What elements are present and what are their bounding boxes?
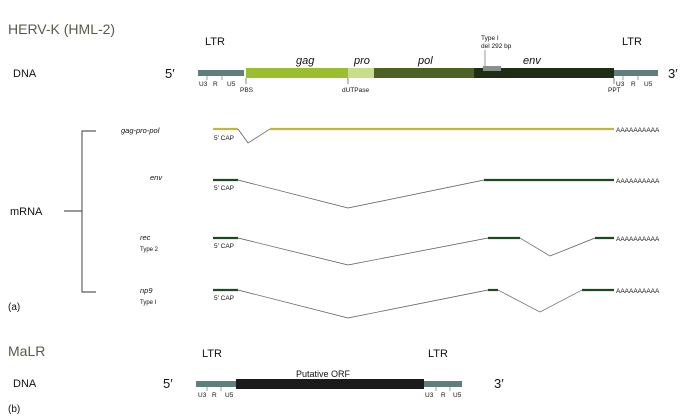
orf-label: Putative ORF — [296, 369, 351, 379]
gag-bar — [246, 68, 348, 78]
env-label: env — [523, 55, 542, 67]
ltr-right-u5: U5 — [644, 81, 653, 88]
pro-bar — [348, 68, 374, 78]
ltr-right-bar — [614, 70, 658, 76]
malr-ltr-right-u5: U5 — [453, 392, 462, 399]
ltr-right-r: R — [631, 81, 636, 88]
ltr-left-bar — [198, 70, 244, 76]
env-splice — [237, 179, 485, 209]
transcript-name-gag-pro-pol: gag-pro-pol — [121, 126, 160, 135]
ltr-right-u3: U3 — [616, 81, 625, 88]
transcript-name-rec: rec — [140, 233, 151, 242]
rec-splice-2 — [519, 237, 596, 257]
polya-env: AAAAAAAAAA — [616, 178, 660, 185]
ltr-left-r: R — [213, 81, 218, 88]
panel-b-label: (b) — [8, 404, 20, 415]
malr-ltr-left-label: LTR — [202, 348, 222, 360]
cap-rec: 5′ CAP — [214, 243, 234, 250]
mrna-label: mRNA — [10, 206, 43, 218]
herv-title: HERV-K (HML-2) — [8, 21, 115, 37]
polya-rec: AAAAAAAAAA — [616, 236, 660, 243]
malr-ltr-left-u3: U3 — [198, 392, 207, 399]
deletion-box — [483, 66, 501, 71]
env-bar — [474, 68, 614, 78]
gag-label: gag — [296, 55, 315, 67]
rec-splice-1 — [237, 237, 489, 266]
dutpase-label: dUTPase — [342, 87, 369, 94]
np9-splice-2 — [497, 289, 583, 313]
malr-ltr-right-u3: U3 — [425, 392, 434, 399]
malr-ltr-left-bar — [196, 381, 236, 387]
pro-label: pro — [353, 55, 370, 67]
pol-bar — [374, 68, 474, 78]
pol-label: pol — [417, 55, 433, 67]
ltr-right-label: LTR — [622, 36, 642, 48]
deletion-label-2: del 292 bp — [481, 43, 512, 50]
ppt-label: PPT — [608, 87, 621, 94]
herv-five-prime: 5′ — [165, 66, 175, 81]
malr-ltr-right-bar — [424, 381, 462, 387]
transcript-subtype-rec: Type 2 — [140, 247, 159, 253]
np9-splice-1 — [237, 289, 489, 319]
malr-ltr-left-r: R — [212, 392, 217, 399]
pbs-label: PBS — [240, 87, 254, 94]
transcript-name-env: env — [150, 173, 163, 182]
transcript-subtype-np9: Type I — [140, 300, 157, 306]
gpp-splice — [237, 128, 271, 144]
polya-np9: AAAAAAAAAA — [616, 288, 660, 295]
herv-three-prime: 3′ — [668, 66, 678, 81]
cap-gag-pro-pol: 5′ CAP — [214, 135, 234, 142]
deletion-label-1: Type I — [481, 35, 499, 42]
malr-ltr-left-u5: U5 — [225, 392, 234, 399]
putative-orf-bar — [236, 379, 424, 389]
mrna-bracket — [81, 130, 96, 293]
panel-a-label: (a) — [8, 302, 20, 313]
malr-five-prime: 5′ — [163, 376, 173, 391]
ltr-left-label: LTR — [205, 36, 225, 48]
herv-dna-label: DNA — [13, 68, 37, 80]
cap-np9: 5′ CAP — [214, 295, 234, 302]
malr-dna-label: DNA — [13, 378, 37, 390]
polya-gag-pro-pol: AAAAAAAAAA — [616, 127, 660, 134]
malr-title: MaLR — [8, 343, 45, 359]
cap-env: 5′ CAP — [214, 185, 234, 192]
transcript-name-np9: np9 — [140, 286, 153, 295]
malr-ltr-right-label: LTR — [428, 348, 448, 360]
malr-ltr-right-r: R — [441, 392, 446, 399]
malr-three-prime: 3′ — [494, 376, 504, 391]
ltr-left-u3: U3 — [199, 81, 208, 88]
ltr-left-u5: U5 — [227, 81, 236, 88]
